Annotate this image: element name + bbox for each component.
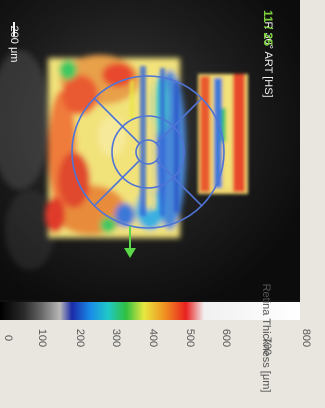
colorbar-tick: 600 <box>220 328 232 348</box>
colorbar-tick: 200 <box>74 328 86 348</box>
etdrs-grid <box>71 75 225 229</box>
scale-label: 200 μm <box>8 25 20 63</box>
colorbar-tick: 100 <box>36 328 48 348</box>
frame-counter: 11 / 25 <box>261 9 275 47</box>
colorbar-tick: 300 <box>110 328 122 348</box>
retina-thickness-map-photo <box>0 0 300 320</box>
colorbar-axis-title: Retina Thickness [μm] <box>260 283 272 393</box>
orientation-arrow <box>124 226 136 258</box>
thickness-heatmap <box>45 55 248 238</box>
colorbar-tick: 500 <box>184 328 196 348</box>
colorbar-tick: 0 <box>2 334 14 342</box>
colorbar-tick: 400 <box>147 328 159 348</box>
colorbar-tick: 800 <box>300 328 312 348</box>
color-scale-bar <box>0 300 300 320</box>
